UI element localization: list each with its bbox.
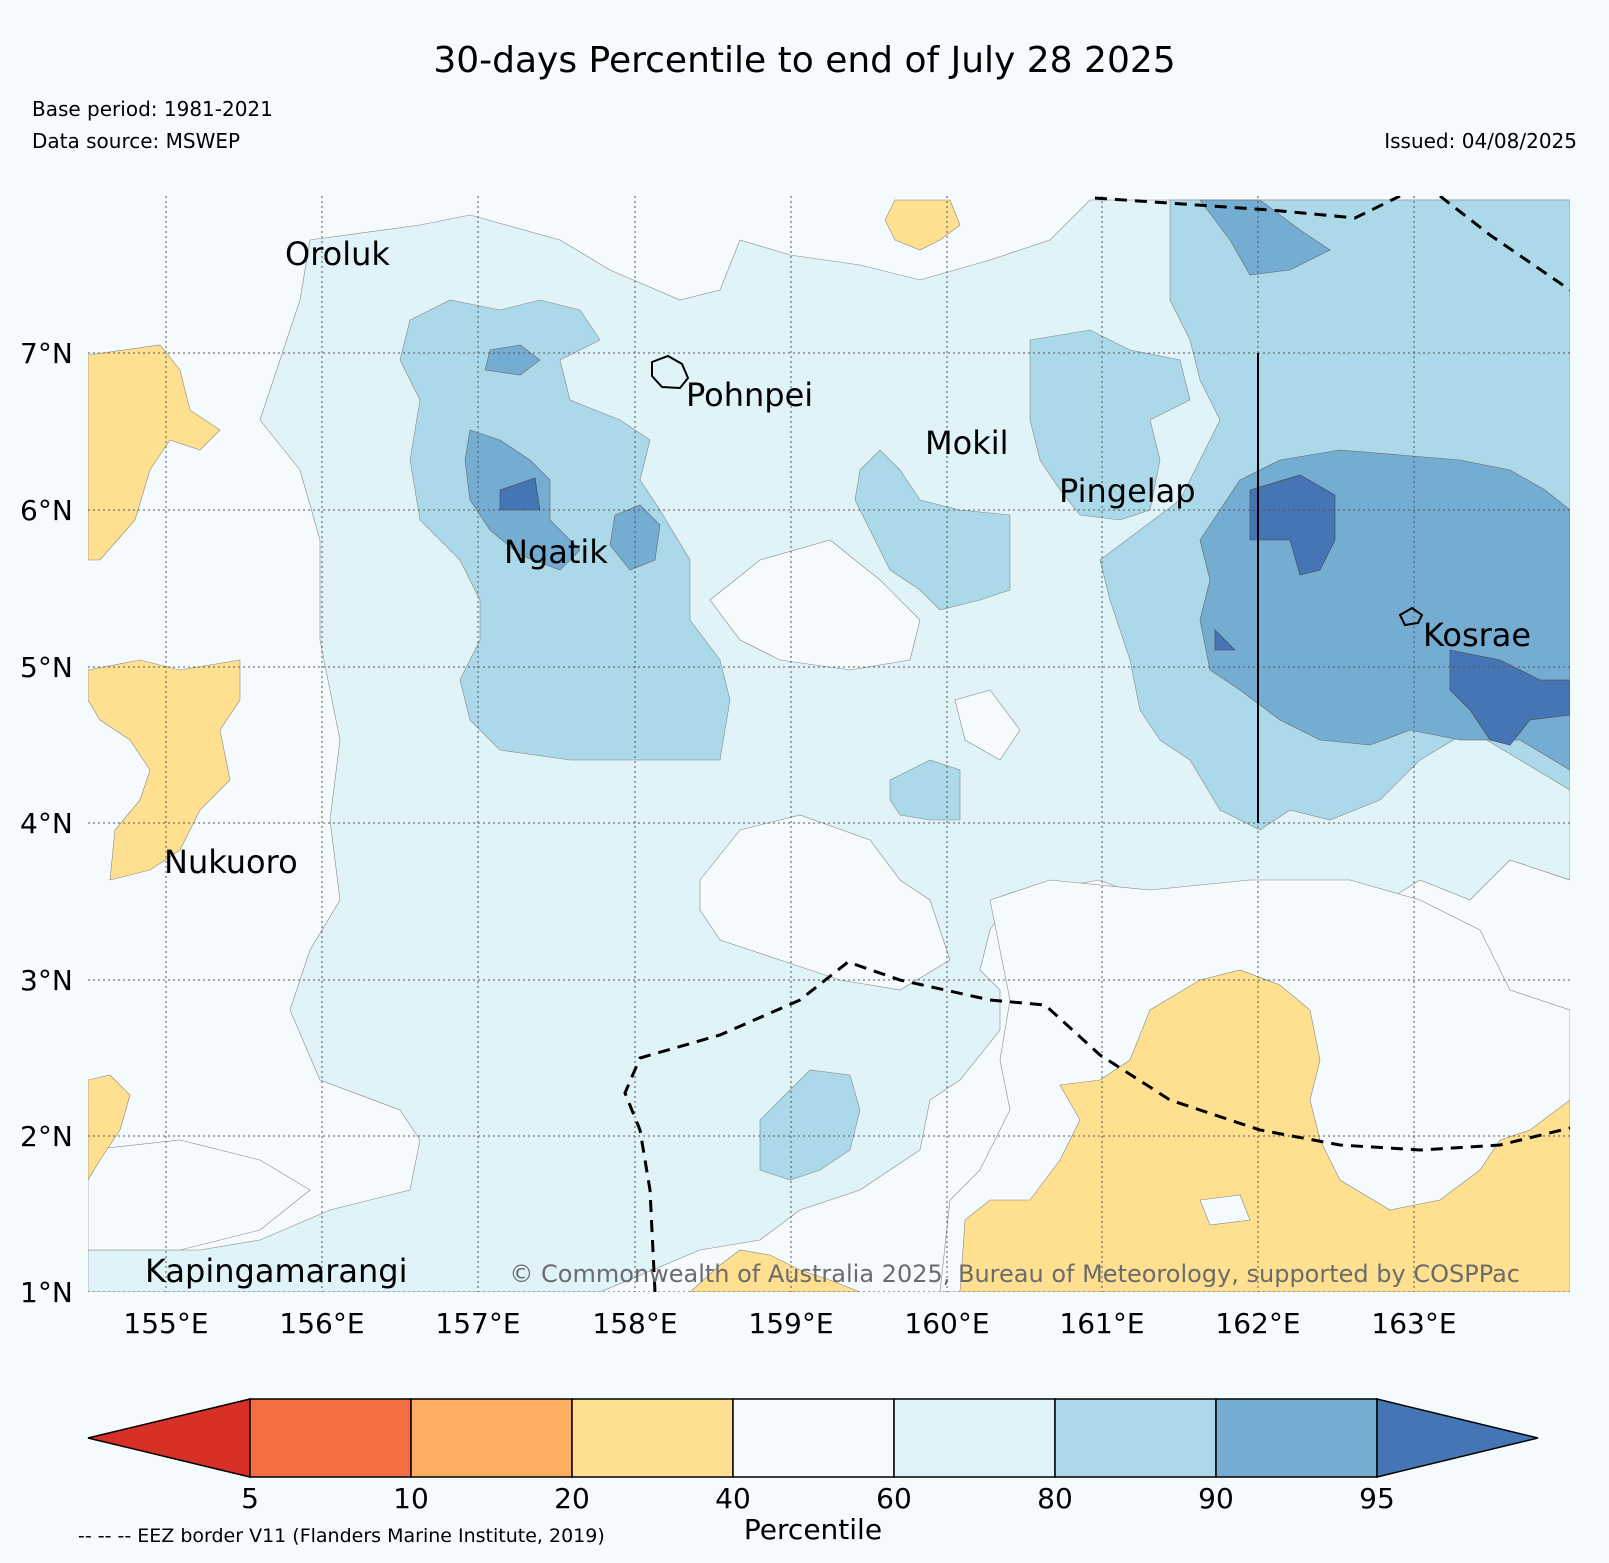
place-label-ngatik: Ngatik <box>504 533 608 571</box>
colorbar-tick-60: 60 <box>876 1482 912 1515</box>
lat-label-7: 7°N <box>20 337 73 370</box>
region-40-60-mid <box>954 689 1021 761</box>
eez-borders <box>623 196 1570 1292</box>
issued-date: Issued: 04/08/2025 <box>1384 129 1577 153</box>
lat-label-1: 1°N <box>20 1276 73 1309</box>
pohnpei-island-outline <box>651 354 690 390</box>
colorbar-tick-90: 90 <box>1198 1482 1234 1515</box>
region-20-40-southeast <box>959 969 1570 1292</box>
place-label-kosrae: Kosrae <box>1423 616 1531 654</box>
colorbar-tick-20: 20 <box>554 1482 590 1515</box>
colorbar-60-80 <box>893 1398 1056 1478</box>
colorbar-10-20 <box>410 1398 573 1478</box>
region-40-60-hole <box>1199 1194 1251 1226</box>
region-95-kosrae-small <box>1214 629 1236 651</box>
lon-label-160: 160°E <box>904 1307 989 1340</box>
data-source: Data source: MSWEP <box>32 129 241 153</box>
copyright-notice: © Commonwealth of Australia 2025, Bureau… <box>509 1260 1520 1288</box>
latitude-labels: 7°N 6°N 5°N 4°N 3°N 2°N 1°N <box>20 337 73 1309</box>
region-40-60-south <box>699 814 951 991</box>
map-gridlines <box>88 196 1570 1292</box>
lat-label-6: 6°N <box>20 494 73 527</box>
colorbar-title: Percentile <box>744 1513 882 1546</box>
colorbar-ticks: 5 10 20 40 60 80 90 95 <box>241 1482 1395 1515</box>
place-label-oroluk: Oroluk <box>285 235 390 273</box>
eez-footnote: -- -- -- EEZ border V11 (Flanders Marine… <box>78 1525 605 1547</box>
region-95-kosrae-south <box>1449 649 1570 746</box>
colorbar-90-95 <box>1215 1398 1378 1478</box>
colorbar-20-40 <box>571 1398 734 1478</box>
base-period: Base period: 1981-2021 <box>32 97 273 121</box>
lon-label-156: 156°E <box>279 1307 364 1340</box>
colorbar <box>87 1398 1539 1478</box>
lon-label-159: 159°E <box>748 1307 833 1340</box>
lat-label-5: 5°N <box>20 651 73 684</box>
colorbar-tick-10: 10 <box>393 1482 429 1515</box>
region-90-95-ne <box>1199 199 1331 276</box>
colorbar-tick-5: 5 <box>241 1482 259 1515</box>
colorbar-tick-80: 80 <box>1037 1482 1073 1515</box>
place-label-mokil: Mokil <box>925 424 1009 462</box>
region-20-40-north-small <box>884 199 961 251</box>
colorbar-tick-40: 40 <box>715 1482 751 1515</box>
lat-label-3: 3°N <box>20 964 73 997</box>
region-80-90-south <box>759 1069 861 1181</box>
lon-label-155: 155°E <box>123 1307 208 1340</box>
region-80-90-west <box>399 299 731 761</box>
region-95-kosrae-north <box>1249 474 1336 576</box>
kosrae-island-outline <box>1398 606 1424 627</box>
region-80-90-mid <box>889 759 961 821</box>
colorbar-40-60 <box>732 1398 895 1478</box>
colorbar-gt95 <box>1376 1398 1539 1478</box>
lon-label-162: 162°E <box>1215 1307 1300 1340</box>
colorbar-lt5 <box>87 1398 251 1478</box>
lat-label-4: 4°N <box>20 807 73 840</box>
lon-label-163: 163°E <box>1371 1307 1456 1340</box>
lon-label-161: 161°E <box>1059 1307 1144 1340</box>
region-80-90-mokil <box>854 449 1011 611</box>
place-labels: Oroluk Pohnpei Mokil Pingelap Ngatik Kos… <box>145 235 1531 1290</box>
region-40-60-kapinga <box>88 1139 311 1251</box>
lon-label-158: 158°E <box>592 1307 677 1340</box>
colorbar-80-90 <box>1054 1398 1217 1478</box>
region-20-40-west-mid <box>88 659 241 881</box>
map-panel <box>88 196 1570 1292</box>
place-label-pingelap: Pingelap <box>1059 472 1196 510</box>
colorbar-tick-95: 95 <box>1359 1482 1395 1515</box>
region-20-40-west-south <box>88 1074 131 1181</box>
map-title: 30-days Percentile to end of July 28 202… <box>433 40 1176 81</box>
longitude-labels: 155°E 156°E 157°E 158°E 159°E 160°E 161°… <box>123 1307 1456 1340</box>
region-20-40-west-north <box>88 344 221 561</box>
region-20-40-south-small <box>689 1249 861 1292</box>
place-label-pohnpei: Pohnpei <box>686 376 813 414</box>
lat-label-2: 2°N <box>20 1120 73 1153</box>
place-label-kapingamarangi: Kapingamarangi <box>145 1252 407 1290</box>
region-80-90-pingelap <box>1029 329 1191 521</box>
place-label-nukuoro: Nukuoro <box>164 843 298 881</box>
region-40-60-center <box>709 539 921 671</box>
lon-label-157: 157°E <box>435 1307 520 1340</box>
colorbar-5-10 <box>249 1398 412 1478</box>
